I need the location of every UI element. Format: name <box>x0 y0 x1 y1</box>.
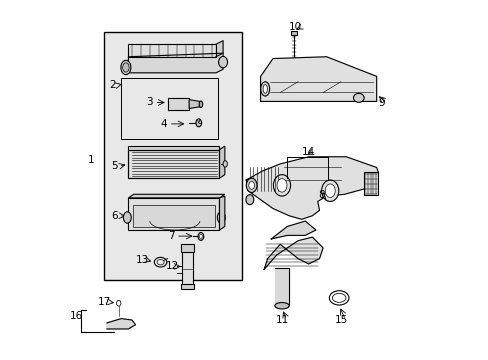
Polygon shape <box>189 100 200 109</box>
Ellipse shape <box>198 233 203 240</box>
Polygon shape <box>260 57 376 102</box>
Bar <box>128 150 219 178</box>
Text: 9: 9 <box>378 98 385 108</box>
Ellipse shape <box>248 181 254 189</box>
Text: 3: 3 <box>146 98 153 108</box>
Text: 16: 16 <box>70 311 83 321</box>
Ellipse shape <box>260 82 269 96</box>
Ellipse shape <box>353 93 364 102</box>
Text: 4: 4 <box>161 119 167 129</box>
Polygon shape <box>246 157 378 219</box>
Text: 10: 10 <box>288 22 302 32</box>
Text: 8: 8 <box>317 190 324 201</box>
Bar <box>290 31 296 35</box>
Polygon shape <box>274 267 288 305</box>
Ellipse shape <box>218 57 227 68</box>
Ellipse shape <box>274 302 288 309</box>
Bar <box>181 244 194 252</box>
Text: 15: 15 <box>334 315 347 325</box>
Text: 12: 12 <box>165 261 179 271</box>
Polygon shape <box>216 41 223 57</box>
Ellipse shape <box>217 212 225 223</box>
Bar <box>133 205 215 227</box>
Ellipse shape <box>325 184 335 198</box>
Bar <box>128 150 219 178</box>
Bar <box>128 198 219 230</box>
Ellipse shape <box>246 178 257 193</box>
Ellipse shape <box>245 195 253 204</box>
Polygon shape <box>264 237 323 269</box>
Polygon shape <box>107 319 135 329</box>
Polygon shape <box>219 196 224 230</box>
Polygon shape <box>167 98 189 111</box>
Ellipse shape <box>321 180 338 202</box>
Text: 6: 6 <box>111 211 117 221</box>
Ellipse shape <box>276 179 286 192</box>
Text: 11: 11 <box>275 315 288 325</box>
Ellipse shape <box>273 175 290 196</box>
Text: 1: 1 <box>87 156 94 165</box>
Ellipse shape <box>196 119 201 127</box>
Text: 14: 14 <box>301 147 314 157</box>
Text: 2: 2 <box>109 80 115 90</box>
Ellipse shape <box>122 63 129 72</box>
Bar <box>121 78 217 139</box>
Polygon shape <box>128 146 219 150</box>
Ellipse shape <box>121 60 131 75</box>
Ellipse shape <box>263 85 267 93</box>
Text: 5: 5 <box>111 161 117 171</box>
Text: 17: 17 <box>98 297 111 307</box>
Bar <box>181 284 194 289</box>
Ellipse shape <box>123 212 131 223</box>
Ellipse shape <box>223 161 227 167</box>
Text: 13: 13 <box>135 255 148 265</box>
Bar <box>364 172 377 195</box>
Polygon shape <box>219 146 224 178</box>
Polygon shape <box>128 44 216 57</box>
Ellipse shape <box>199 101 203 108</box>
Polygon shape <box>128 194 224 198</box>
Polygon shape <box>128 53 223 73</box>
Text: 7: 7 <box>167 231 174 241</box>
Bar <box>104 32 242 280</box>
Polygon shape <box>271 221 315 239</box>
Ellipse shape <box>199 234 202 238</box>
Bar <box>182 251 193 285</box>
